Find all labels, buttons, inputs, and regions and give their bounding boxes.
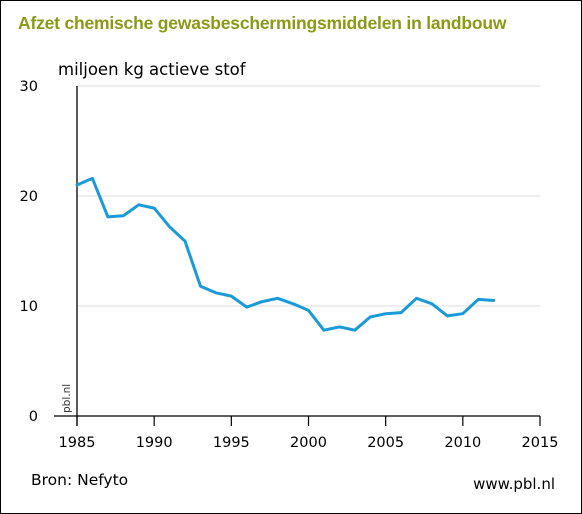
data-point-1992 xyxy=(183,239,187,243)
y-tick-label-20: 20 xyxy=(20,189,38,205)
data-point-2004 xyxy=(369,315,372,319)
data-point-1998 xyxy=(276,297,279,300)
data-point-1989 xyxy=(137,203,140,206)
data-point-1994 xyxy=(214,291,218,294)
y-tick-label-0: 0 xyxy=(29,409,38,425)
data-point-2009 xyxy=(446,314,449,318)
data-point-2005 xyxy=(384,312,387,315)
y-tick-label-10: 10 xyxy=(20,299,38,315)
data-point-2006 xyxy=(399,311,403,314)
tick-labels: 0 10 20 30 1985 1990 1995 2000 2005 2010 2015 xyxy=(20,79,559,451)
x-tick-label-2010: 2010 xyxy=(444,435,481,451)
axes xyxy=(54,86,541,426)
y-axis-unit-label: miljoen kg actieve stof xyxy=(58,60,247,79)
data-point-2011 xyxy=(477,298,480,301)
data-point-2003 xyxy=(353,329,356,332)
x-tick-label-2015: 2015 xyxy=(522,435,559,451)
chart-title: Afzet chemische gewasbeschermingsmiddele… xyxy=(18,13,507,33)
data-point-1985 xyxy=(75,183,79,187)
data-point-1988 xyxy=(122,214,125,217)
data-point-1987 xyxy=(106,215,110,219)
data-point-1996 xyxy=(245,305,248,309)
data-point-1990 xyxy=(152,206,156,210)
data-point-2008 xyxy=(430,302,434,305)
series xyxy=(75,176,496,332)
data-point-2007 xyxy=(415,297,418,300)
website-link[interactable]: www.pbl.nl xyxy=(473,475,555,493)
data-point-1999 xyxy=(291,302,295,305)
source-note: Bron: Nefyto xyxy=(31,471,129,489)
y-tick-label-30: 30 xyxy=(20,79,38,95)
x-tick-label-2000: 2000 xyxy=(290,435,327,451)
x-tick-label-1985: 1985 xyxy=(59,435,96,451)
data-point-1986 xyxy=(91,177,94,180)
data-point-2002 xyxy=(338,325,341,329)
x-tick-label-1995: 1995 xyxy=(213,435,250,451)
data-point-1993 xyxy=(199,285,202,288)
pbl-watermark: pbl.nl xyxy=(61,384,73,413)
data-point-2001 xyxy=(322,329,326,332)
data-point-2010 xyxy=(461,312,465,315)
data-point-2000 xyxy=(307,309,310,312)
x-tick-label-1990: 1990 xyxy=(136,435,173,451)
series-line-0 xyxy=(75,176,496,332)
data-point-2012 xyxy=(492,299,495,302)
data-point-1991 xyxy=(168,225,171,228)
data-point-1995 xyxy=(230,294,233,298)
grid xyxy=(77,85,540,307)
data-point-1997 xyxy=(261,300,264,303)
x-tick-label-2005: 2005 xyxy=(367,435,404,451)
